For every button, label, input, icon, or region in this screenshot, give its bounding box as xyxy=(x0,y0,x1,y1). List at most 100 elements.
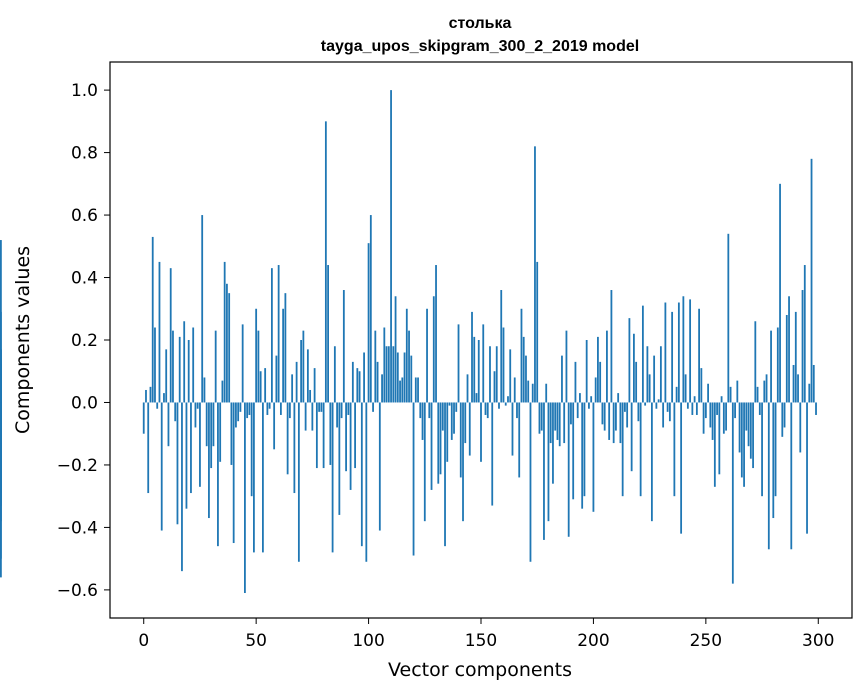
bar xyxy=(779,183,781,403)
y-tick-label: −0.4 xyxy=(57,518,98,538)
bar xyxy=(626,402,629,428)
bar xyxy=(178,336,181,403)
bar xyxy=(763,380,766,403)
bar xyxy=(693,396,696,403)
bar xyxy=(776,327,779,403)
bar xyxy=(374,330,377,403)
bar xyxy=(264,368,267,403)
y-axis-ticks: −0.6 −0.4 −0.2 0.0 0.2 0.4 0.6 0.8 1.0 xyxy=(57,81,110,601)
bar xyxy=(570,402,572,425)
bar xyxy=(291,374,294,403)
bar xyxy=(704,402,707,419)
y-tick-label: −0.2 xyxy=(57,456,98,476)
bar xyxy=(378,402,381,531)
bar xyxy=(302,330,305,403)
bar xyxy=(199,402,201,487)
bar xyxy=(345,402,347,472)
bar xyxy=(392,346,395,403)
bar xyxy=(174,402,177,422)
bar xyxy=(408,330,410,403)
bar xyxy=(502,327,505,403)
bar xyxy=(192,327,195,403)
bar xyxy=(648,374,651,403)
bar xyxy=(201,215,204,403)
bar xyxy=(534,146,536,403)
bar xyxy=(549,402,552,444)
bar xyxy=(403,352,406,403)
bar xyxy=(781,402,784,437)
bar xyxy=(646,346,649,403)
bar xyxy=(313,368,316,403)
bar xyxy=(650,402,653,522)
bar xyxy=(414,377,417,403)
bar xyxy=(756,386,759,403)
bar xyxy=(770,330,772,403)
bar xyxy=(394,296,397,403)
bar xyxy=(525,355,527,403)
bar xyxy=(385,346,388,403)
bar xyxy=(304,402,307,431)
bar xyxy=(731,402,734,584)
bar xyxy=(306,349,309,403)
bar xyxy=(369,215,372,403)
bar xyxy=(293,402,296,494)
x-tick-label: 200 xyxy=(577,631,609,651)
bar xyxy=(552,402,554,484)
bar xyxy=(547,402,550,522)
bar xyxy=(259,371,262,403)
chart-title: столька xyxy=(449,15,512,32)
bar xyxy=(606,330,608,403)
bar xyxy=(396,352,399,403)
bar xyxy=(657,399,660,403)
bar xyxy=(338,402,341,515)
y-tick-label: 0.8 xyxy=(71,144,98,164)
bar xyxy=(655,402,658,409)
bar xyxy=(754,321,757,403)
bar xyxy=(572,402,575,500)
bar xyxy=(347,402,350,415)
bar xyxy=(309,389,312,403)
bar xyxy=(644,402,647,406)
x-tick-label: 50 xyxy=(245,631,267,651)
bar xyxy=(480,402,482,462)
bar xyxy=(500,290,503,403)
bar xyxy=(468,402,471,456)
bar xyxy=(740,402,743,478)
bar xyxy=(239,402,242,412)
y-tick-label: 0.6 xyxy=(71,206,98,226)
bar xyxy=(455,402,458,412)
x-axis-label: Vector components xyxy=(388,659,572,681)
bar xyxy=(554,402,557,431)
bar xyxy=(244,402,246,594)
bar xyxy=(484,402,487,415)
bar xyxy=(668,402,671,422)
bar xyxy=(700,368,703,403)
bar xyxy=(417,377,419,403)
bar xyxy=(327,265,329,403)
bar xyxy=(214,330,217,403)
bar xyxy=(590,396,593,403)
bar xyxy=(295,361,298,403)
bar xyxy=(466,374,469,403)
bar xyxy=(608,402,611,440)
bar xyxy=(262,402,264,553)
bar xyxy=(450,402,453,440)
bar xyxy=(738,402,741,453)
bar xyxy=(637,402,640,422)
bar xyxy=(617,393,620,403)
bar xyxy=(725,402,727,431)
bar xyxy=(709,402,712,428)
bar xyxy=(729,386,732,403)
bar xyxy=(615,402,617,431)
bar xyxy=(194,402,197,428)
bar xyxy=(671,311,674,403)
bar xyxy=(381,374,383,403)
bar xyxy=(390,90,392,403)
bar xyxy=(540,402,543,431)
bar xyxy=(801,290,804,403)
bar xyxy=(300,340,303,403)
bar xyxy=(158,261,161,403)
bar xyxy=(806,402,808,534)
bar xyxy=(799,402,802,453)
bar xyxy=(273,402,276,450)
